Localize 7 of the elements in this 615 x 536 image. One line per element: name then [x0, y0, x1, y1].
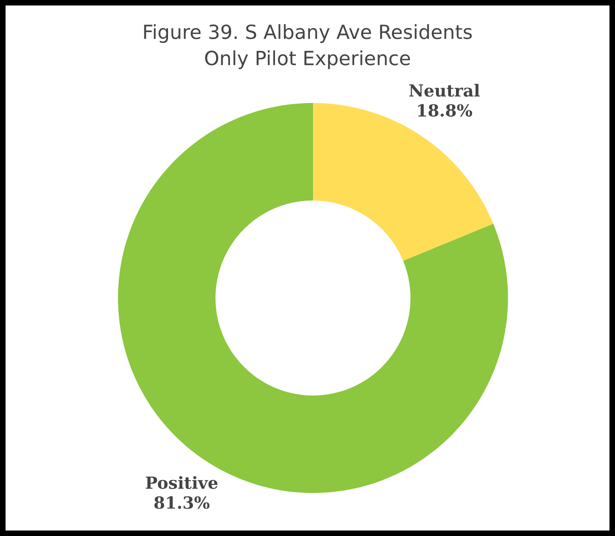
chart-title: Figure 39. S Albany Ave Residents Only Pilot Experience	[144, 24, 472, 70]
donut-slice	[118, 103, 508, 493]
data-label: 81.3%	[154, 496, 210, 509]
slice-label: Positive	[146, 476, 218, 489]
donut-slice	[313, 103, 494, 261]
slice-label: Neutral	[409, 84, 480, 97]
data-label: 18.8%	[418, 104, 472, 117]
